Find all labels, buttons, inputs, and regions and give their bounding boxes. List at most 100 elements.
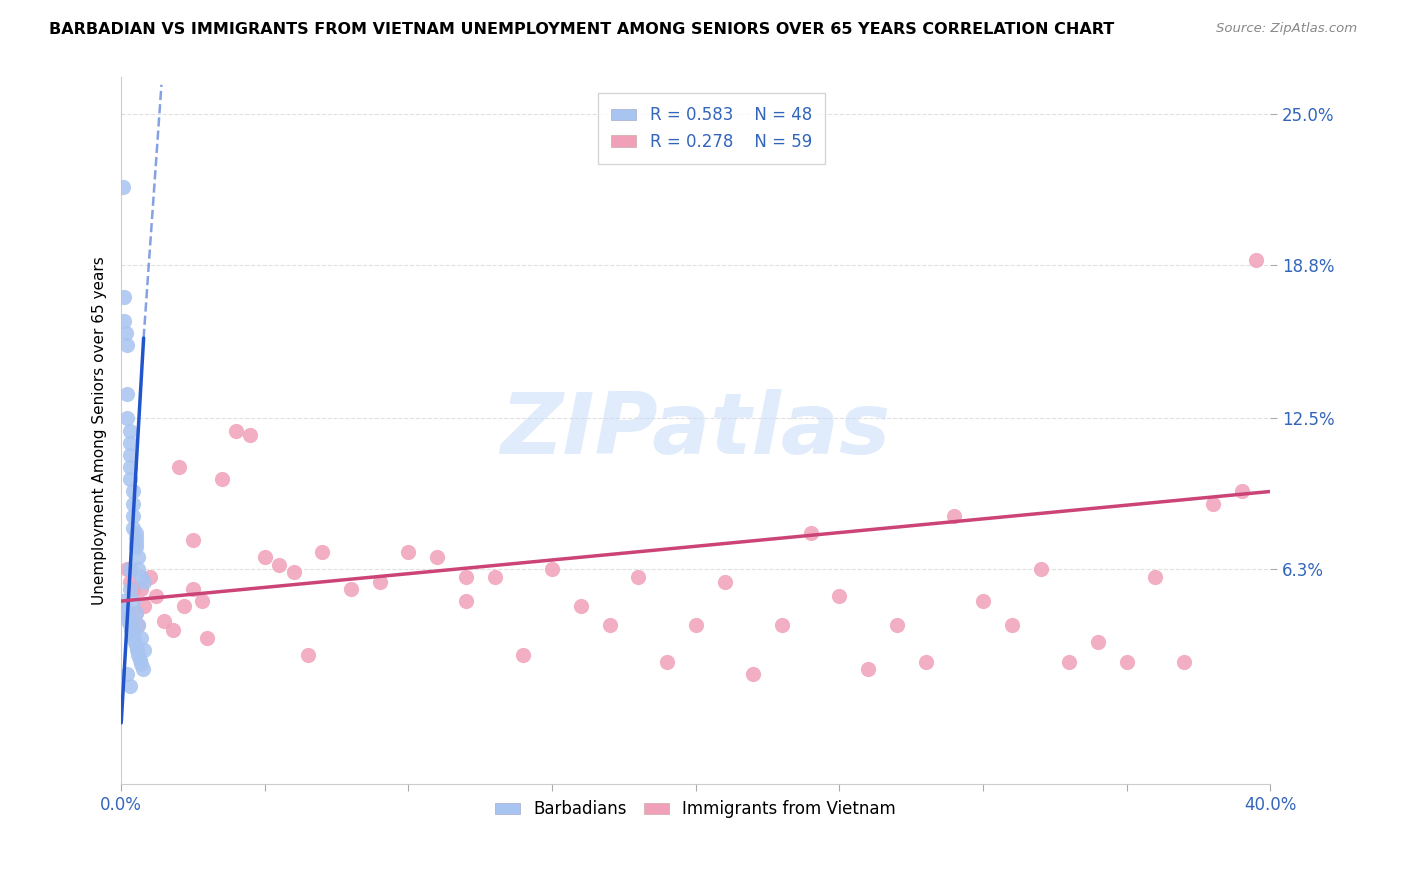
- Point: [139, 570, 162, 584]
- Point: [828, 589, 851, 603]
- Point: [162, 624, 184, 638]
- Point: [124, 535, 146, 549]
- Point: [253, 550, 276, 565]
- Point: [111, 594, 134, 608]
- Point: [943, 508, 966, 523]
- Point: [115, 667, 138, 681]
- Point: [124, 638, 146, 652]
- Point: [124, 606, 146, 620]
- Legend: Barbadians, Immigrants from Vietnam: Barbadians, Immigrants from Vietnam: [489, 794, 903, 825]
- Text: Source: ZipAtlas.com: Source: ZipAtlas.com: [1216, 22, 1357, 36]
- Point: [368, 574, 391, 589]
- Point: [190, 594, 212, 608]
- Point: [115, 411, 138, 425]
- Point: [181, 533, 204, 548]
- Point: [1202, 497, 1225, 511]
- Point: [121, 508, 143, 523]
- Point: [627, 570, 650, 584]
- Point: [111, 180, 134, 194]
- Point: [132, 662, 155, 676]
- Point: [128, 652, 150, 666]
- Text: ZIPatlas: ZIPatlas: [501, 389, 891, 472]
- Point: [269, 558, 291, 572]
- Point: [115, 562, 138, 576]
- Point: [239, 428, 262, 442]
- Point: [398, 545, 420, 559]
- Point: [118, 574, 141, 589]
- Text: BARBADIAN VS IMMIGRANTS FROM VIETNAM UNEMPLOYMENT AMONG SENIORS OVER 65 YEARS CO: BARBADIAN VS IMMIGRANTS FROM VIETNAM UNE…: [49, 22, 1115, 37]
- Point: [1230, 484, 1253, 499]
- Point: [127, 562, 149, 576]
- Point: [131, 582, 153, 596]
- Point: [454, 570, 477, 584]
- Point: [124, 525, 146, 540]
- Point: [1244, 253, 1267, 268]
- Point: [118, 562, 141, 576]
- Point: [127, 648, 149, 662]
- Point: [131, 631, 153, 645]
- Point: [1087, 635, 1109, 649]
- Point: [167, 460, 190, 475]
- Point: [569, 599, 592, 613]
- Point: [127, 550, 149, 565]
- Point: [972, 594, 994, 608]
- Point: [1144, 570, 1167, 584]
- Point: [114, 604, 136, 618]
- Point: [1057, 655, 1080, 669]
- Point: [118, 435, 141, 450]
- Point: [121, 521, 143, 535]
- Point: [125, 642, 148, 657]
- Point: [120, 624, 142, 638]
- Point: [118, 460, 141, 475]
- Point: [914, 655, 936, 669]
- Point: [173, 599, 195, 613]
- Point: [118, 679, 141, 693]
- Point: [117, 614, 139, 628]
- Point: [118, 618, 141, 632]
- Point: [1029, 562, 1052, 576]
- Point: [1115, 655, 1137, 669]
- Point: [181, 582, 204, 596]
- Point: [115, 608, 138, 623]
- Point: [145, 589, 167, 603]
- Point: [599, 618, 621, 632]
- Point: [742, 667, 765, 681]
- Point: [118, 582, 141, 596]
- Point: [121, 497, 143, 511]
- Point: [131, 570, 153, 584]
- Point: [713, 574, 735, 589]
- Point: [121, 484, 143, 499]
- Point: [112, 290, 135, 304]
- Point: [122, 633, 145, 648]
- Point: [1001, 618, 1024, 632]
- Point: [127, 618, 149, 632]
- Point: [153, 614, 176, 628]
- Point: [127, 618, 149, 632]
- Point: [115, 387, 138, 401]
- Point: [770, 618, 793, 632]
- Point: [297, 648, 319, 662]
- Point: [118, 424, 141, 438]
- Point: [131, 657, 153, 672]
- Point: [225, 424, 247, 438]
- Point: [112, 314, 135, 328]
- Point: [118, 448, 141, 462]
- Point: [118, 472, 141, 486]
- Point: [134, 599, 156, 613]
- Point: [121, 628, 143, 642]
- Point: [283, 565, 305, 579]
- Point: [124, 606, 146, 620]
- Point: [1173, 655, 1195, 669]
- Point: [311, 545, 333, 559]
- Point: [124, 531, 146, 545]
- Point: [112, 599, 135, 613]
- Y-axis label: Unemployment Among Seniors over 65 years: Unemployment Among Seniors over 65 years: [93, 256, 107, 605]
- Point: [800, 525, 823, 540]
- Point: [121, 582, 143, 596]
- Point: [484, 570, 506, 584]
- Point: [512, 648, 534, 662]
- Point: [124, 541, 146, 555]
- Point: [856, 662, 879, 676]
- Point: [454, 594, 477, 608]
- Point: [121, 594, 143, 608]
